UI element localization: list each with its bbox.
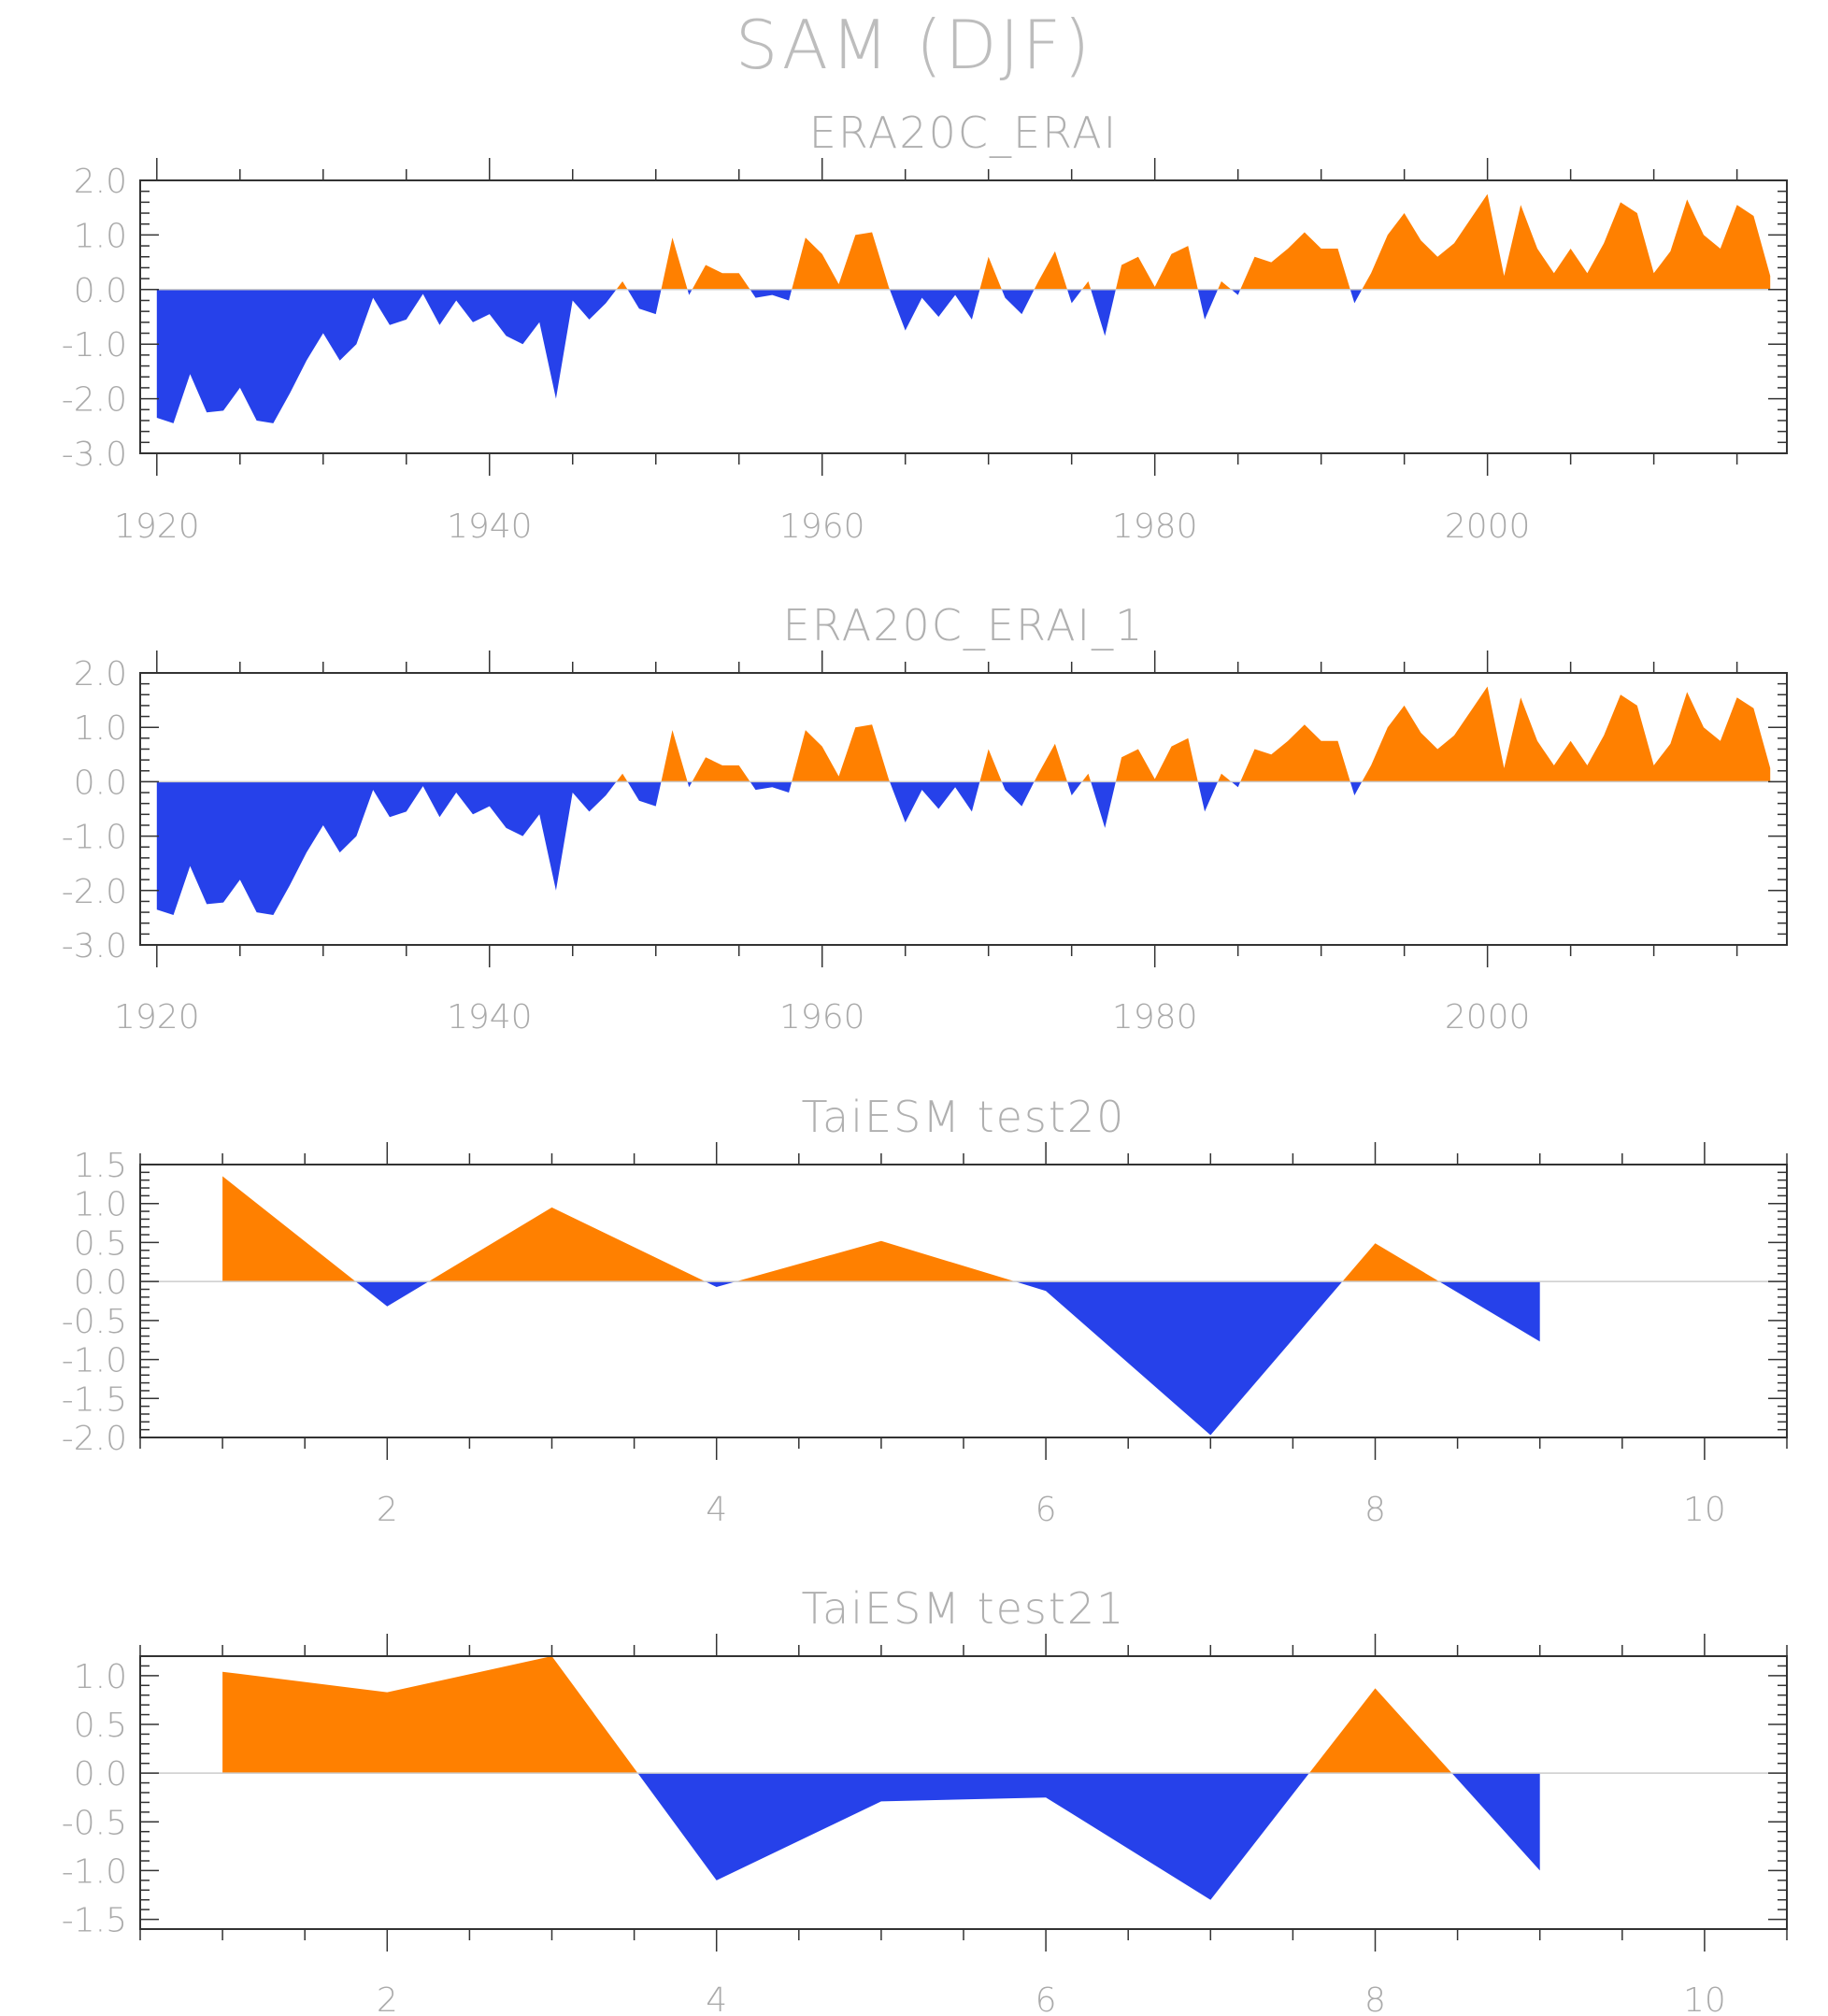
x-tick-label: 4 (706, 1491, 727, 1529)
y-tick-label: 1.0 (74, 709, 127, 748)
negative-area (222, 1281, 1540, 1436)
panel-title: ERA20C_ERAI_1 (783, 600, 1145, 651)
x-tick-label: 6 (1035, 1491, 1057, 1529)
x-tick-label: 8 (1364, 1491, 1386, 1529)
x-tick-label: 2000 (1445, 508, 1531, 546)
y-tick-label: -3.0 (62, 436, 127, 474)
y-tick-label: -0.5 (62, 1804, 127, 1842)
panel-title: TaiESM test20 (802, 1092, 1126, 1142)
x-tick-label: 8 (1364, 1981, 1386, 2016)
chart-panel-3: TaiESM test20 -2.0-1.5-1.0-0.50.00.51.01.… (62, 1092, 1788, 1529)
x-tick-label: 1920 (114, 508, 200, 546)
x-tick-label: 2 (377, 1981, 398, 2016)
x-tick-label: 1920 (114, 998, 200, 1037)
x-tick-label: 6 (1035, 1981, 1057, 2016)
y-tick-label: -0.5 (62, 1303, 127, 1341)
chart-panel-2: ERA20C_ERAI_1 -3.0 -2.0 -1.0 0.0 1.0 2.0 1920 19… (62, 600, 1788, 1037)
x-tick-label: 2000 (1445, 998, 1531, 1037)
y-tick-label: -1.0 (62, 326, 127, 365)
positive-area (156, 193, 1771, 290)
y-tick-label: -3.0 (62, 927, 127, 965)
plot-frame (139, 179, 1788, 454)
x-tick-label: 2 (377, 1491, 398, 1529)
y-tick-label: 1.0 (74, 217, 127, 255)
y-tick-label: -1.5 (62, 1902, 127, 1940)
x-tick-label: 1940 (447, 508, 533, 546)
chart-panel-4: TaiESM test21 -1.5 -1.0 -0.5 0.0 0.5 1.0 2 4 6 8 10 (62, 1583, 1788, 2016)
panel-title: TaiESM test21 (802, 1583, 1126, 1634)
y-tick-label: 0.0 (74, 1755, 127, 1794)
y-tick-label: -2.0 (62, 873, 127, 911)
x-tick-label: 10 (1683, 1491, 1726, 1529)
y-tick-label: 1.0 (74, 1658, 127, 1696)
y-tick-label: 0.0 (74, 272, 127, 310)
panel-title: ERA20C_ERAI (809, 107, 1118, 158)
plot-frame (139, 672, 1788, 946)
negative-area (156, 781, 1771, 915)
positive-area (156, 686, 1771, 782)
positive-area (222, 1656, 1540, 1774)
x-tick-label: 1980 (1112, 998, 1198, 1037)
y-tick-label: -1.0 (62, 1342, 127, 1380)
y-tick-label: -1.0 (62, 819, 127, 857)
x-tick-label: 1980 (1112, 508, 1198, 546)
y-tick-label: 1.0 (74, 1186, 127, 1224)
y-tick-label: -1.5 (62, 1380, 127, 1419)
x-tick-label: 1960 (779, 998, 865, 1037)
chart-panel-1: ERA20C_ERAI -3.0 -2.0 -1.0 0.0 1.0 2.0 1920 1940… (62, 107, 1788, 546)
y-tick-label: 0.0 (74, 764, 127, 802)
negative-area (222, 1773, 1540, 1900)
y-tick-label: -1.0 (62, 1852, 127, 1891)
positive-area (222, 1176, 1540, 1282)
y-tick-label: 1.5 (74, 1147, 127, 1185)
x-tick-label: 4 (706, 1981, 727, 2016)
y-tick-label: 2.0 (74, 655, 127, 693)
y-tick-label: 0.5 (74, 1707, 127, 1745)
x-tick-label: 1960 (779, 508, 865, 546)
negative-area (156, 289, 1771, 423)
y-tick-label: 2.0 (74, 163, 127, 201)
y-tick-label: -2.0 (62, 1420, 127, 1458)
figure-title: SAM (DJF) (735, 6, 1093, 84)
x-tick-label: 1940 (447, 998, 533, 1037)
y-tick-label: -2.0 (62, 381, 127, 420)
x-tick-label: 10 (1683, 1981, 1726, 2016)
y-tick-label: 0.0 (74, 1264, 127, 1302)
y-tick-label: 0.5 (74, 1224, 127, 1263)
